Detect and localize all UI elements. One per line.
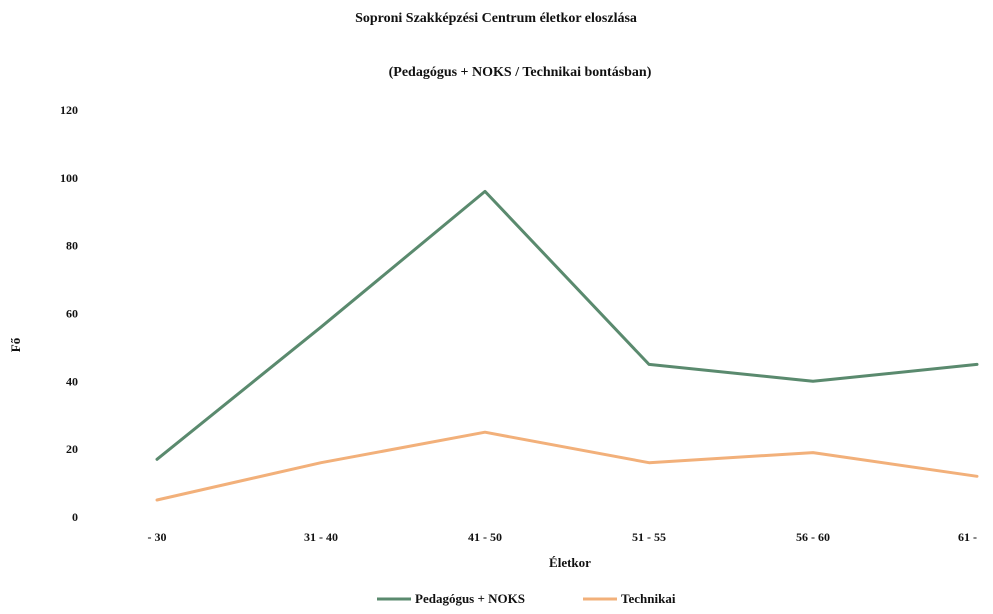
x-axis-ticks: - 30 31 - 40 41 - 50 51 - 55 56 - 60 61 - (148, 530, 978, 544)
y-axis-ticks: 0 20 40 60 80 100 120 (60, 103, 78, 524)
x-tick-label: 56 - 60 (796, 530, 830, 544)
chart-title: Soproni Szakképzési Centrum életkor elos… (355, 11, 637, 26)
series-line-1 (155, 189, 979, 461)
x-axis-label: Életkor (549, 555, 591, 570)
legend: Pedagógus + NOKS Technikai (377, 591, 676, 606)
y-tick-label: 60 (66, 307, 78, 321)
series-line-2 (155, 430, 979, 502)
y-tick-label: 20 (66, 442, 78, 456)
x-tick-label: 61 - (958, 530, 977, 544)
x-tick-label: 31 - 40 (304, 530, 338, 544)
chart-subtitle: (Pedagógus + NOKS / Technikai bontásban) (389, 65, 652, 80)
y-axis-label: Fő (8, 337, 23, 352)
y-tick-label: 40 (66, 374, 78, 388)
y-tick-label: 100 (60, 171, 78, 185)
y-tick-label: 0 (72, 510, 78, 524)
x-tick-label: 41 - 50 (468, 530, 502, 544)
series-lines (155, 189, 979, 502)
legend-label: Pedagógus + NOKS (415, 591, 525, 606)
legend-label: Technikai (621, 591, 676, 606)
x-tick-label: - 30 (148, 530, 167, 544)
y-tick-label: 120 (60, 103, 78, 117)
y-tick-label: 80 (66, 239, 78, 253)
x-tick-label: 51 - 55 (632, 530, 666, 544)
